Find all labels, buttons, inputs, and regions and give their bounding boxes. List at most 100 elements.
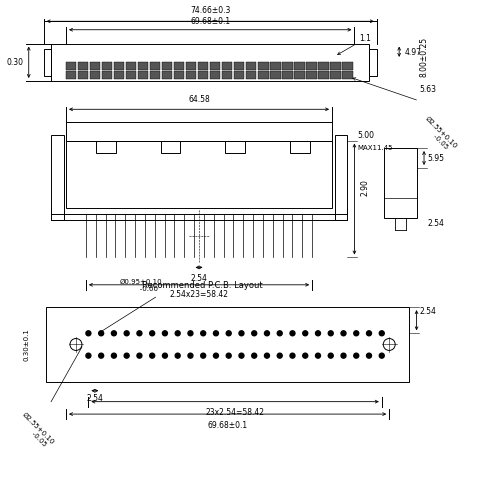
Bar xyxy=(66,71,76,79)
Text: 5.63: 5.63 xyxy=(419,85,436,94)
Text: 2.54: 2.54 xyxy=(419,307,436,316)
Text: 0.30: 0.30 xyxy=(7,58,24,67)
Bar xyxy=(334,134,347,220)
Circle shape xyxy=(239,353,244,358)
Bar xyxy=(246,62,256,70)
Circle shape xyxy=(162,331,168,336)
Circle shape xyxy=(112,353,116,358)
Bar xyxy=(138,71,148,79)
Bar xyxy=(102,62,113,70)
Text: 1.1: 1.1 xyxy=(338,34,372,54)
Bar xyxy=(270,71,280,79)
Text: Ø2.55+0.10
        -0.05: Ø2.55+0.10 -0.05 xyxy=(419,116,458,155)
Bar xyxy=(66,140,332,207)
Bar xyxy=(306,62,316,70)
Bar xyxy=(160,140,180,153)
Text: 64.58: 64.58 xyxy=(188,96,210,104)
Bar xyxy=(96,140,116,153)
Circle shape xyxy=(188,331,193,336)
Bar xyxy=(138,62,148,70)
Circle shape xyxy=(264,331,270,336)
Bar xyxy=(66,122,332,141)
Bar xyxy=(290,140,310,153)
Text: 74.66±0.3: 74.66±0.3 xyxy=(190,6,230,15)
Bar xyxy=(44,48,51,76)
Circle shape xyxy=(98,353,103,358)
Circle shape xyxy=(264,353,270,358)
Text: Ø2.55+0.10
       -0.05: Ø2.55+0.10 -0.05 xyxy=(16,412,56,451)
Bar xyxy=(198,71,208,79)
Circle shape xyxy=(354,353,358,358)
Circle shape xyxy=(137,331,142,336)
Bar xyxy=(150,62,160,70)
Bar xyxy=(90,62,101,70)
Bar xyxy=(174,62,184,70)
Text: Ø0.95+0.10
       -0.00: Ø0.95+0.10 -0.00 xyxy=(120,280,162,292)
Bar xyxy=(258,71,268,79)
Bar xyxy=(162,62,172,70)
Circle shape xyxy=(112,331,116,336)
Bar xyxy=(198,62,208,70)
Circle shape xyxy=(277,331,282,336)
Bar xyxy=(258,62,268,70)
Bar xyxy=(102,71,113,79)
Circle shape xyxy=(302,353,308,358)
Bar xyxy=(126,62,136,70)
Circle shape xyxy=(277,353,282,358)
Bar xyxy=(225,140,245,153)
Text: 2.54: 2.54 xyxy=(428,219,444,228)
Circle shape xyxy=(366,353,372,358)
Circle shape xyxy=(341,353,346,358)
Text: 23x2.54=58.42: 23x2.54=58.42 xyxy=(206,408,264,416)
Bar xyxy=(66,62,76,70)
Circle shape xyxy=(137,353,142,358)
Bar xyxy=(222,71,232,79)
Bar xyxy=(282,71,292,79)
Bar xyxy=(90,71,101,79)
Text: 0.30±0.1: 0.30±0.1 xyxy=(23,328,29,361)
Bar xyxy=(162,71,172,79)
Circle shape xyxy=(150,331,154,336)
Bar xyxy=(234,62,244,70)
Text: 69.68±0.1: 69.68±0.1 xyxy=(190,17,230,26)
Circle shape xyxy=(380,331,384,336)
Bar xyxy=(294,62,304,70)
Bar xyxy=(270,62,280,70)
Bar xyxy=(126,71,136,79)
Circle shape xyxy=(86,353,91,358)
Bar xyxy=(51,44,370,81)
Circle shape xyxy=(214,331,218,336)
Bar xyxy=(342,62,352,70)
Bar xyxy=(51,134,64,220)
Bar xyxy=(282,62,292,70)
Bar xyxy=(246,71,256,79)
Bar xyxy=(222,62,232,70)
Bar xyxy=(114,62,124,70)
Bar xyxy=(114,71,124,79)
Circle shape xyxy=(86,331,91,336)
Circle shape xyxy=(226,353,231,358)
Circle shape xyxy=(328,353,333,358)
Bar xyxy=(306,71,316,79)
Text: Recommended P.C.B. Layout: Recommended P.C.B. Layout xyxy=(142,281,263,290)
Text: 69.68±0.1: 69.68±0.1 xyxy=(208,420,248,430)
Circle shape xyxy=(188,353,193,358)
Bar xyxy=(318,62,328,70)
Bar xyxy=(186,62,196,70)
Circle shape xyxy=(252,353,256,358)
Circle shape xyxy=(124,331,129,336)
Circle shape xyxy=(252,331,256,336)
Circle shape xyxy=(302,331,308,336)
Circle shape xyxy=(316,331,320,336)
Circle shape xyxy=(316,353,320,358)
Bar xyxy=(342,71,352,79)
Circle shape xyxy=(341,331,346,336)
Bar xyxy=(150,71,160,79)
Text: 4.97: 4.97 xyxy=(404,48,421,58)
Bar xyxy=(46,307,409,382)
Circle shape xyxy=(200,331,205,336)
Text: 2.90: 2.90 xyxy=(360,180,370,196)
Circle shape xyxy=(226,331,231,336)
Text: 2.54x23=58.42: 2.54x23=58.42 xyxy=(170,290,228,299)
Circle shape xyxy=(214,353,218,358)
